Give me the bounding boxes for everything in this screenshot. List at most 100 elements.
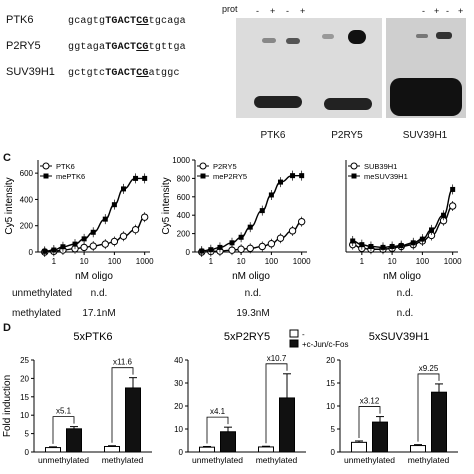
seq-core: TGACT bbox=[105, 68, 137, 79]
y-tick-label: 15 bbox=[20, 393, 29, 402]
legend-label: meSUV39H1 bbox=[364, 172, 408, 181]
gel-image-suv39h1 bbox=[386, 18, 466, 118]
table-row-label: methylated bbox=[12, 308, 61, 319]
data-point-filled bbox=[102, 216, 108, 222]
category-label: unmethylated bbox=[344, 455, 395, 465]
x-tick-label: 1 bbox=[52, 257, 57, 266]
legend-label: meP2RY5 bbox=[213, 172, 247, 181]
y-tick-label: 30 bbox=[174, 379, 183, 388]
y-tick-label: 200 bbox=[20, 222, 34, 231]
bar-control bbox=[351, 441, 367, 453]
y-tick-label: 5 bbox=[25, 430, 30, 439]
y-tick-label: 800 bbox=[177, 174, 191, 183]
seq-row-ptk6: PTK6 gcagtgTGACTCGtgcaga bbox=[6, 14, 186, 27]
y-tick-label: 400 bbox=[20, 195, 34, 204]
data-point-open bbox=[140, 213, 149, 221]
table-cell: 17.1nM bbox=[82, 308, 116, 319]
data-point-filled bbox=[208, 247, 214, 253]
gel-sign: - bbox=[286, 6, 289, 16]
data-point-filled bbox=[72, 241, 78, 247]
fold-bracket bbox=[417, 373, 440, 442]
data-point-filled bbox=[121, 186, 127, 192]
y-tick-label: 1000 bbox=[172, 156, 190, 165]
prot-label: prot bbox=[222, 4, 238, 14]
seq-cpg: CG bbox=[136, 68, 149, 79]
data-point-filled bbox=[81, 236, 87, 242]
data-point-filled bbox=[398, 243, 404, 249]
category-label: methylated bbox=[256, 455, 298, 465]
data-point-filled bbox=[60, 244, 66, 250]
x-axis-label: nM oligo bbox=[75, 271, 113, 282]
bar-control bbox=[199, 446, 215, 453]
fold-bracket bbox=[111, 367, 134, 443]
bar-chart-title: 5xSUV39H1 bbox=[369, 331, 430, 343]
bar-treated bbox=[431, 391, 447, 453]
y-tick-label: 40 bbox=[174, 356, 183, 365]
legend-label: - bbox=[302, 330, 305, 339]
data-point-filled bbox=[51, 247, 57, 253]
gel-label-suv39h1: SUV39H1 bbox=[402, 130, 448, 141]
seq-post: tgttga bbox=[148, 42, 186, 53]
gel-sign: + bbox=[458, 6, 464, 16]
bar-treated bbox=[279, 397, 295, 453]
legend-swatch-control bbox=[289, 329, 299, 338]
seq-pre: gcagtg bbox=[68, 16, 106, 27]
data-point-filled bbox=[42, 248, 48, 254]
gel-image-ptk6 bbox=[236, 18, 314, 118]
seq-pre: ggtaga bbox=[68, 42, 106, 53]
table-cell: 19.3nM bbox=[236, 308, 270, 319]
series-line-mePTK6 bbox=[44, 177, 145, 253]
y-tick-label: 10 bbox=[326, 402, 335, 411]
y-tick-label: 20 bbox=[20, 374, 29, 383]
data-point-open bbox=[267, 240, 276, 248]
y-tick-label: 0 bbox=[179, 448, 184, 457]
data-point-filled bbox=[359, 242, 365, 248]
x-tick-label: 10 bbox=[237, 257, 246, 266]
fold-label: x5.1 bbox=[56, 407, 72, 416]
data-point-open bbox=[80, 243, 88, 252]
data-point-open bbox=[110, 237, 119, 246]
seq-name: P2RY5 bbox=[6, 40, 41, 52]
x-axis-label: nM oligo bbox=[232, 271, 270, 282]
data-point-filled bbox=[247, 224, 253, 230]
seq-cpg: CG bbox=[136, 16, 149, 27]
data-point-filled bbox=[368, 243, 374, 249]
seq-row-suv39h1: SUV39H1 gctgtcTGACTCGatggc bbox=[6, 66, 180, 79]
gel-sign: - bbox=[422, 6, 425, 16]
data-point-open bbox=[288, 227, 297, 235]
seq-name: SUV39H1 bbox=[6, 66, 55, 78]
table-cell: n.d. bbox=[396, 308, 414, 319]
y-tick-label: 20 bbox=[174, 402, 183, 411]
data-point-open bbox=[448, 202, 457, 210]
seq-name: PTK6 bbox=[6, 14, 34, 26]
fold-label: x4.1 bbox=[210, 407, 226, 416]
y-tick-label: 20 bbox=[326, 356, 335, 365]
y-tick-label: 400 bbox=[177, 211, 191, 220]
bar-treated bbox=[220, 431, 236, 453]
data-point-filled bbox=[350, 238, 356, 244]
y-tick-label: 0 bbox=[25, 448, 30, 457]
x-axis-label: nM oligo bbox=[383, 271, 421, 282]
gel-sign: + bbox=[300, 6, 306, 16]
gel-sign: - bbox=[256, 6, 259, 16]
y-tick-label: 15 bbox=[326, 379, 335, 388]
y-tick-label: 200 bbox=[177, 230, 191, 239]
gel-label-p2ry5: P2RY5 bbox=[331, 130, 363, 141]
data-point-filled bbox=[90, 229, 96, 235]
fold-induction-svg: 5xPTK6 0 5 10 15 20 25 Fold induction x5.1 unmeth… bbox=[2, 329, 458, 465]
x-tick-label: 1000 bbox=[293, 257, 311, 266]
gel-image-p2ry5 bbox=[314, 18, 382, 118]
data-point-filled bbox=[410, 240, 416, 246]
data-point-open bbox=[297, 217, 306, 226]
bar-treated bbox=[372, 421, 388, 453]
table-cell: n.d. bbox=[244, 288, 262, 299]
bar-control bbox=[258, 446, 274, 453]
data-point-filled bbox=[450, 186, 456, 192]
category-label: unmethylated bbox=[192, 455, 243, 465]
seq-pre: gctgtc bbox=[68, 68, 106, 79]
x-tick-label: 100 bbox=[416, 257, 430, 266]
data-point-filled bbox=[259, 208, 265, 214]
fold-label: x9.25 bbox=[419, 364, 439, 373]
fold-label: x11.6 bbox=[113, 358, 133, 367]
